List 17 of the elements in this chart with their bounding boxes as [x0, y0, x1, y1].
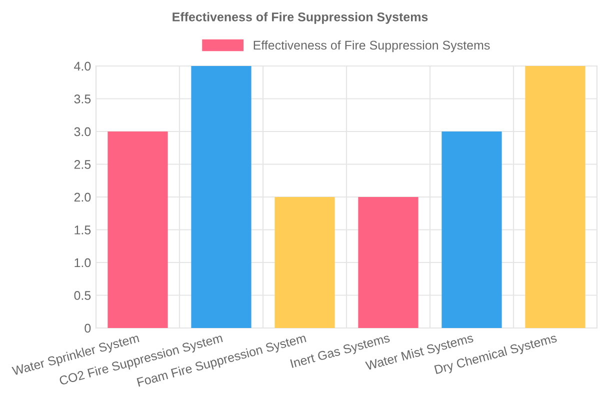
bar [525, 66, 586, 328]
chart-title: Effectiveness of Fire Suppression Systems [172, 12, 428, 24]
bar [274, 197, 335, 328]
y-tick-label: 0 [84, 324, 91, 333]
y-tick-label: 2.0 [74, 192, 91, 202]
y-tick-label: 4.0 [74, 62, 91, 71]
y-tick-label: 3.5 [74, 94, 91, 104]
y-tick-label: 1.5 [74, 226, 91, 234]
bar [108, 132, 168, 328]
y-tick-label: 2.5 [74, 160, 91, 169]
y-tick-label: 0.5 [74, 291, 91, 300]
y-tick-label: 1.0 [74, 258, 91, 268]
bar [358, 197, 418, 328]
y-tick-label: 3.0 [74, 127, 91, 136]
legend-label: Effectiveness of Fire Suppression Systems [254, 40, 490, 52]
bar [191, 66, 252, 328]
bar [442, 132, 502, 328]
